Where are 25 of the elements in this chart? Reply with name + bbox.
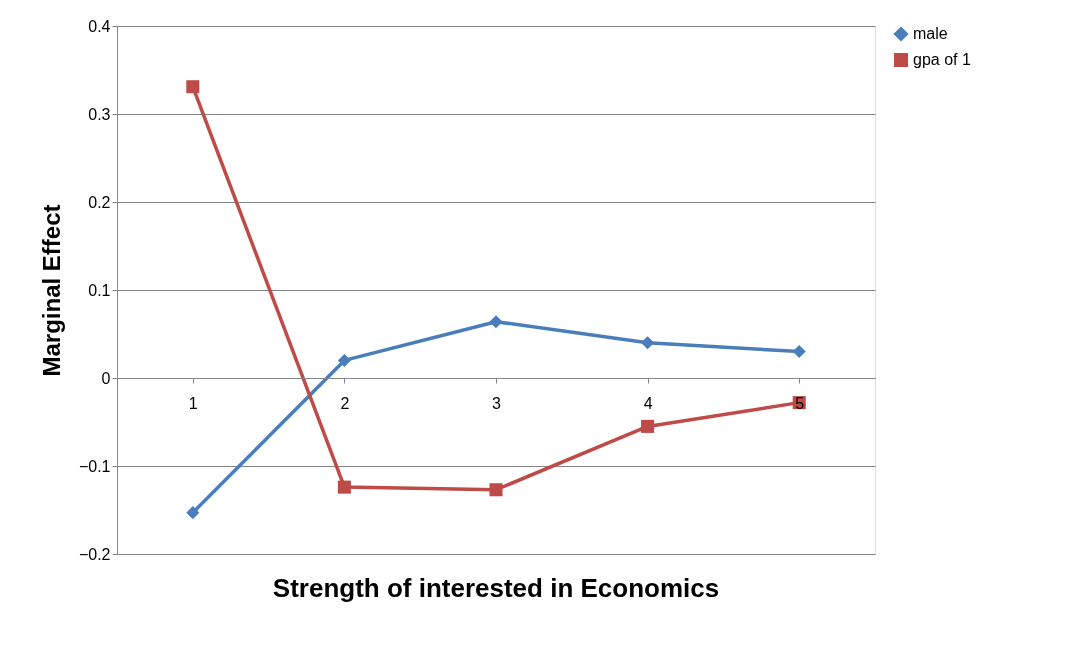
x-axis-title: Strength of interested in Economics: [272, 573, 720, 603]
x-tick-label: 3: [492, 394, 502, 412]
y-tick-label: 0: [101, 369, 111, 387]
y-tick-label: −0.2: [78, 545, 111, 563]
point: [641, 419, 655, 433]
x-tick-label: 5: [795, 394, 805, 412]
y-axis-title: Marginal Effect: [37, 204, 65, 377]
y-tick-label: 0.4: [88, 17, 111, 35]
x-tick-label: 2: [340, 394, 350, 412]
y-tick-label: 0.2: [88, 193, 111, 211]
point: [337, 353, 351, 367]
point: [337, 480, 351, 494]
point: [489, 315, 503, 329]
legend-label: gpa of 1: [913, 51, 971, 68]
y-tick-label: 0.3: [88, 105, 111, 123]
point: [641, 336, 655, 350]
x-tick-label: 4: [643, 394, 653, 412]
x-tick-label: 1: [188, 394, 198, 412]
point: [489, 483, 503, 497]
point: [186, 80, 200, 94]
y-tick-label: 0.1: [88, 281, 111, 299]
point: [792, 345, 806, 359]
legend-label: male: [913, 25, 948, 42]
y-tick-label: −0.1: [78, 457, 111, 475]
point: [186, 506, 200, 520]
